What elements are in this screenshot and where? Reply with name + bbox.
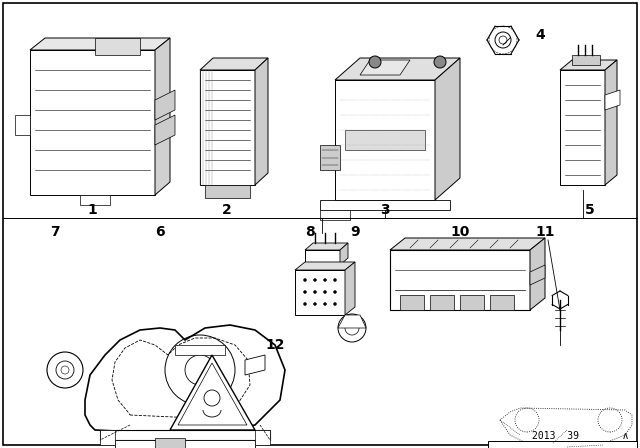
Polygon shape — [80, 195, 110, 205]
Polygon shape — [155, 90, 175, 120]
Polygon shape — [100, 430, 270, 440]
Polygon shape — [320, 145, 340, 170]
Polygon shape — [530, 238, 545, 310]
Text: 6: 6 — [155, 225, 165, 239]
Polygon shape — [30, 38, 170, 50]
Polygon shape — [115, 440, 255, 448]
Text: 1: 1 — [87, 203, 97, 217]
Text: 2013  39: 2013 39 — [531, 431, 579, 441]
Text: ∧: ∧ — [621, 431, 628, 441]
Text: 7: 7 — [50, 225, 60, 239]
Polygon shape — [170, 355, 255, 430]
Polygon shape — [245, 355, 265, 375]
Text: 11: 11 — [535, 225, 555, 239]
Circle shape — [369, 56, 381, 68]
Polygon shape — [30, 50, 155, 195]
Text: 12: 12 — [265, 338, 285, 352]
Bar — [488, 441, 637, 448]
Polygon shape — [335, 58, 460, 80]
Polygon shape — [560, 60, 617, 70]
Polygon shape — [155, 438, 185, 448]
Polygon shape — [345, 130, 425, 150]
Text: 5: 5 — [585, 203, 595, 217]
Polygon shape — [95, 38, 140, 55]
Polygon shape — [345, 262, 355, 315]
Polygon shape — [435, 58, 460, 200]
Polygon shape — [320, 210, 350, 220]
Circle shape — [303, 302, 307, 306]
Circle shape — [333, 290, 337, 293]
Polygon shape — [430, 295, 454, 310]
Circle shape — [303, 290, 307, 293]
Circle shape — [333, 302, 337, 306]
Polygon shape — [255, 58, 268, 185]
Polygon shape — [605, 90, 620, 110]
Polygon shape — [572, 55, 600, 65]
Polygon shape — [460, 295, 484, 310]
Polygon shape — [100, 430, 115, 445]
Polygon shape — [205, 185, 250, 198]
Polygon shape — [305, 243, 348, 250]
Polygon shape — [360, 60, 410, 75]
Polygon shape — [200, 58, 268, 70]
Polygon shape — [605, 60, 617, 185]
Circle shape — [314, 279, 317, 281]
Polygon shape — [155, 115, 175, 145]
Circle shape — [499, 36, 507, 44]
Text: 10: 10 — [451, 225, 470, 239]
Polygon shape — [15, 115, 30, 135]
Polygon shape — [400, 295, 424, 310]
Text: 8: 8 — [305, 225, 315, 239]
Circle shape — [47, 352, 83, 388]
Polygon shape — [390, 250, 530, 310]
Text: 3: 3 — [380, 203, 390, 217]
Circle shape — [495, 32, 511, 48]
Circle shape — [314, 290, 317, 293]
Polygon shape — [155, 38, 170, 195]
Text: 4: 4 — [535, 28, 545, 42]
Circle shape — [314, 302, 317, 306]
Polygon shape — [200, 70, 255, 185]
Polygon shape — [340, 243, 348, 265]
Circle shape — [323, 302, 326, 306]
Circle shape — [338, 314, 366, 342]
Polygon shape — [255, 430, 270, 445]
Polygon shape — [320, 200, 450, 210]
Polygon shape — [295, 262, 355, 270]
Polygon shape — [490, 295, 514, 310]
Circle shape — [303, 279, 307, 281]
Circle shape — [323, 279, 326, 281]
Text: 2: 2 — [222, 203, 232, 217]
Circle shape — [323, 290, 326, 293]
Polygon shape — [175, 345, 225, 355]
Circle shape — [434, 56, 446, 68]
Polygon shape — [85, 325, 285, 435]
Polygon shape — [295, 270, 345, 315]
Polygon shape — [335, 80, 435, 200]
Polygon shape — [390, 238, 545, 250]
Polygon shape — [560, 70, 605, 185]
Polygon shape — [305, 250, 340, 265]
Text: 9: 9 — [350, 225, 360, 239]
Circle shape — [333, 279, 337, 281]
Polygon shape — [338, 315, 366, 328]
Polygon shape — [530, 265, 545, 285]
